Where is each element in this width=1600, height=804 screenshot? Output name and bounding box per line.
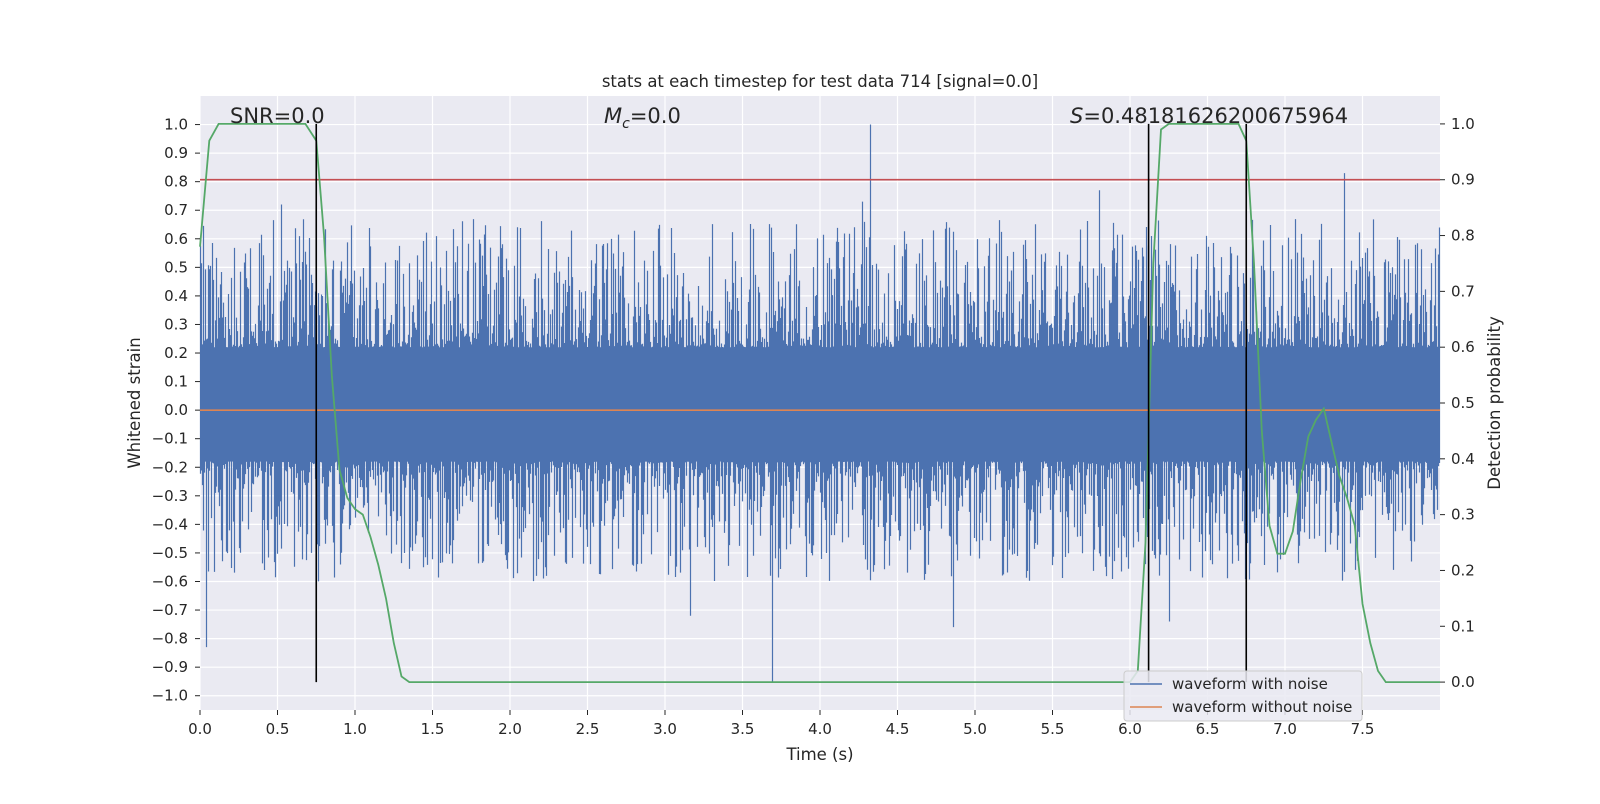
y-right-tick-label: 0.4 bbox=[1451, 450, 1475, 468]
y-right-tick-label: 0.0 bbox=[1451, 673, 1475, 691]
x-tick-label: 2.5 bbox=[576, 720, 600, 738]
y-left-tick-label: −0.7 bbox=[152, 601, 188, 619]
x-tick-label: 2.0 bbox=[498, 720, 522, 738]
probability-line bbox=[199, 123, 1440, 683]
snr-annotation: SNR=0.0 bbox=[230, 104, 325, 128]
y-right-tick-label: 0.6 bbox=[1451, 338, 1475, 356]
y-left-axis-ticks: 1.0 0.9 0.8 0.7 0.6 0.5 0.4 0.3 0.2 0.1 0.0 −0.1 −0.… bbox=[152, 116, 200, 705]
x-axis-label: Time (s) bbox=[785, 745, 853, 764]
chirp-mass-symbol: M bbox=[604, 104, 622, 128]
score-annotation: S=0.48181626200675964 bbox=[1070, 104, 1348, 128]
x-tick-label: 7.5 bbox=[1351, 720, 1375, 738]
probability-series bbox=[199, 123, 1440, 683]
y-left-tick-label: −0.4 bbox=[152, 515, 188, 533]
x-tick-label: 5.0 bbox=[963, 720, 987, 738]
chirp-mass-subscript: c bbox=[622, 116, 630, 132]
y-left-tick-label: 0.3 bbox=[164, 315, 188, 333]
y-left-tick-label: 0.8 bbox=[164, 173, 188, 191]
y-left-tick-label: 0.2 bbox=[164, 344, 188, 362]
chirp-mass-annotation: Mc=0.0 bbox=[604, 104, 681, 132]
y-left-tick-label: −0.8 bbox=[152, 630, 188, 648]
y-left-tick-label: −0.6 bbox=[152, 572, 188, 590]
y-left-tick-label: 0.4 bbox=[164, 287, 188, 305]
y-right-tick-label: 0.7 bbox=[1451, 282, 1475, 300]
x-tick-label: 6.5 bbox=[1196, 720, 1220, 738]
score-symbol: S bbox=[1070, 104, 1083, 128]
y-left-tick-label: −0.2 bbox=[152, 458, 188, 476]
legend: waveform with noise waveform without noi… bbox=[1123, 670, 1363, 722]
y-right-tick-label: 1.0 bbox=[1451, 115, 1475, 133]
chart-title: stats at each timestep for test data 714… bbox=[602, 72, 1038, 91]
chirp-mass-value: =0.0 bbox=[630, 104, 681, 128]
x-tick-label: 5.5 bbox=[1041, 720, 1065, 738]
x-tick-label: 0.5 bbox=[266, 720, 290, 738]
x-tick-label: 7.0 bbox=[1273, 720, 1297, 738]
y-left-tick-label: 0.7 bbox=[164, 201, 188, 219]
legend-label-noise: waveform with noise bbox=[1172, 675, 1328, 693]
y-right-tick-label: 0.1 bbox=[1451, 617, 1475, 635]
y-right-axis-label: Detection probability bbox=[1485, 316, 1504, 490]
legend-label-clean: waveform without noise bbox=[1172, 698, 1352, 716]
x-tick-label: 1.5 bbox=[421, 720, 445, 738]
y-left-tick-label: 0.0 bbox=[164, 401, 188, 419]
y-right-tick-label: 0.9 bbox=[1451, 171, 1475, 189]
y-left-tick-label: −0.3 bbox=[152, 487, 188, 505]
vertical-markers bbox=[315, 123, 1248, 683]
y-right-tick-label: 0.2 bbox=[1451, 561, 1475, 579]
y-left-tick-label: 0.5 bbox=[164, 258, 188, 276]
y-left-tick-label: 0.1 bbox=[164, 373, 188, 391]
x-tick-label: 3.0 bbox=[653, 720, 677, 738]
y-right-tick-label: 0.3 bbox=[1451, 506, 1475, 524]
x-tick-label: 6.0 bbox=[1118, 720, 1142, 738]
x-axis-ticks: 0.0 0.5 1.0 1.5 2.0 2.5 3.0 3.5 4.0 4.5 5.0 5.5 6.0 6… bbox=[188, 710, 1374, 738]
y-right-tick-label: 0.5 bbox=[1451, 394, 1475, 412]
x-tick-label: 4.0 bbox=[808, 720, 832, 738]
x-tick-label: 0.0 bbox=[188, 720, 212, 738]
y-left-tick-label: 1.0 bbox=[164, 116, 188, 134]
x-tick-label: 4.5 bbox=[886, 720, 910, 738]
reference-lines bbox=[200, 178, 1440, 411]
x-tick-label: 3.5 bbox=[731, 720, 755, 738]
score-value: =0.48181626200675964 bbox=[1083, 104, 1348, 128]
y-left-tick-label: −0.9 bbox=[152, 658, 188, 676]
legend-box bbox=[1123, 670, 1363, 722]
y-right-tick-label: 0.8 bbox=[1451, 227, 1475, 245]
x-tick-label: 1.0 bbox=[343, 720, 367, 738]
y-left-tick-label: 0.9 bbox=[164, 144, 188, 162]
y-left-tick-label: −1.0 bbox=[152, 687, 188, 705]
y-right-axis-ticks: 1.0 0.9 0.8 0.7 0.6 0.5 0.4 0.3 0.2 0.1 0.0 bbox=[1440, 115, 1475, 691]
y-left-tick-label: −0.1 bbox=[152, 430, 188, 448]
y-left-axis-label: Whitened strain bbox=[125, 337, 144, 468]
y-left-tick-label: −0.5 bbox=[152, 544, 188, 562]
y-left-tick-label: 0.6 bbox=[164, 230, 188, 248]
